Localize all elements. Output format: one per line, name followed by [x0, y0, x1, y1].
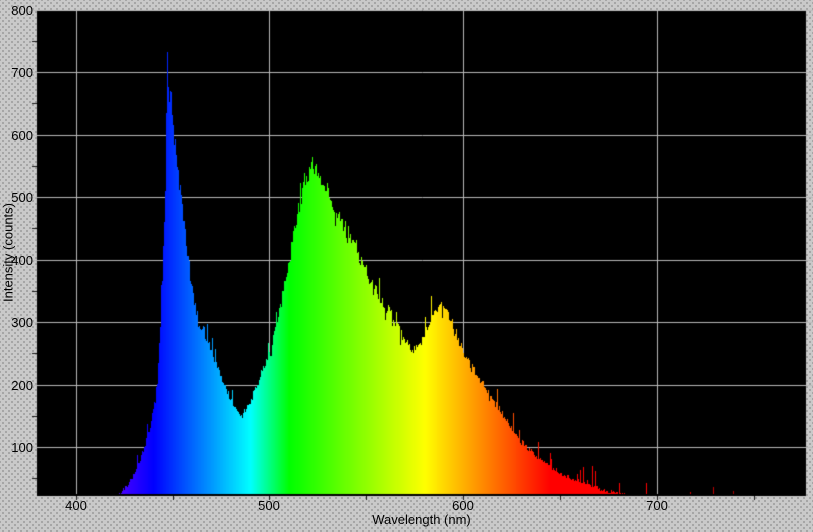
x-axis-title: Wavelength (nm) — [372, 512, 471, 527]
x-tick-label: 500 — [258, 498, 280, 513]
y-tick-label: 100 — [11, 440, 33, 455]
x-tick-label: 700 — [646, 498, 668, 513]
y-tick-label: 400 — [11, 253, 33, 268]
y-tick-label: 500 — [11, 190, 33, 205]
y-tick-label: 200 — [11, 378, 33, 393]
y-tick-label: 300 — [11, 315, 33, 330]
y-tick-label: 700 — [11, 65, 33, 80]
y-tick-label: 800 — [11, 3, 33, 18]
x-tick-label: 600 — [452, 498, 474, 513]
x-tick-label: 400 — [65, 498, 87, 513]
y-tick-label: 600 — [11, 128, 33, 143]
y-axis-title: Intensity (counts) — [0, 203, 16, 302]
